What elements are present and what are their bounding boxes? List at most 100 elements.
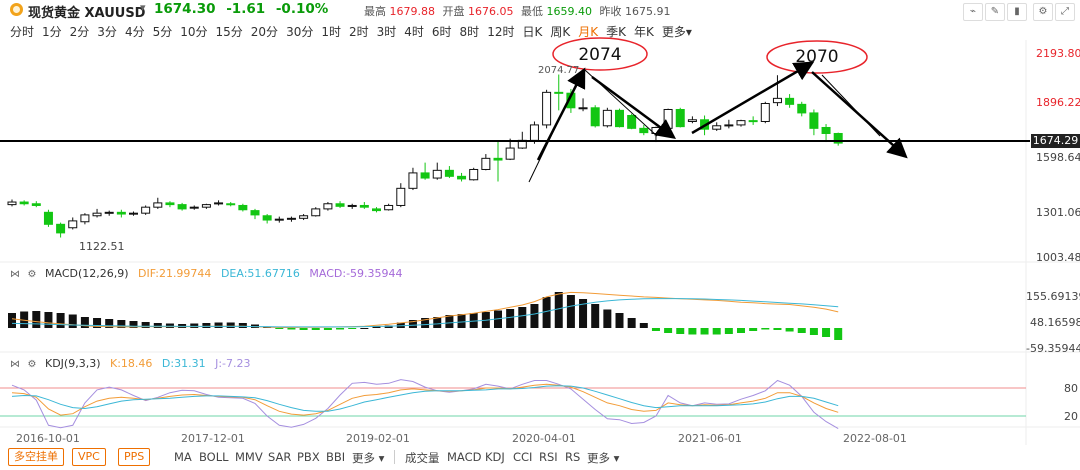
period-tab[interactable]: 8时 <box>459 25 480 39</box>
period-tab[interactable]: 月K <box>578 25 599 39</box>
trend-line <box>528 75 581 183</box>
candle-body <box>323 203 333 210</box>
low-label: 最低 <box>521 5 543 18</box>
indicator-rs[interactable]: RS <box>565 450 581 464</box>
symbol-name[interactable]: 现货黄金 XAUUSD <box>28 6 146 21</box>
period-tab[interactable]: 6时 <box>431 25 452 39</box>
candle-body <box>201 204 211 208</box>
fullscreen-icon[interactable]: ⤢ <box>1055 3 1075 21</box>
macd-bar <box>761 328 770 330</box>
candle-body <box>785 97 795 105</box>
period-tab[interactable]: 3分 <box>97 25 117 39</box>
price-line: 1674.30 -1.61 -0.10% <box>154 1 328 17</box>
candle-body <box>311 208 321 217</box>
indicator-sar[interactable]: SAR <box>268 450 292 464</box>
macd-bar <box>336 328 345 330</box>
settings-icon[interactable]: ⚙ <box>27 269 37 280</box>
candle-body <box>31 203 41 206</box>
period-tab[interactable]: 年K <box>633 25 654 39</box>
macd-bar <box>323 328 332 330</box>
candle-body <box>238 204 248 211</box>
settings-icon[interactable]: ⚙ <box>27 359 37 370</box>
candle-body <box>578 107 588 110</box>
candle-body <box>384 204 394 211</box>
macd-bar <box>384 325 393 328</box>
macd-bar <box>275 328 284 329</box>
collapse-icon[interactable]: ⋈ <box>10 269 20 280</box>
period-tab[interactable]: 2分 <box>69 25 90 39</box>
indicator-mmv[interactable]: MMV <box>235 450 263 464</box>
long-short-orders-button[interactable]: 多空挂单 <box>8 448 64 466</box>
period-tab[interactable]: 4分 <box>124 25 145 39</box>
collapse-icon[interactable]: ⋈ <box>10 359 20 370</box>
macd-bar <box>105 319 114 328</box>
candle-body <box>602 109 612 127</box>
candle-body <box>444 169 454 177</box>
macd-label: MACD(12,26,9) <box>45 267 129 280</box>
indicator-boll[interactable]: BOLL <box>199 450 229 464</box>
candle-body <box>7 201 17 206</box>
pps-button[interactable]: PPS <box>118 448 151 466</box>
indicator-volume[interactable]: 成交量 <box>405 451 440 465</box>
candle-body <box>554 91 564 94</box>
trend-arrow <box>591 75 677 139</box>
period-tab[interactable]: 2时 <box>348 25 369 39</box>
prev-close-label: 昨收 <box>599 5 622 18</box>
chart-type-icon[interactable]: ⌁ <box>963 3 983 21</box>
indicator-kdj[interactable]: KDJ <box>485 450 505 464</box>
indicator-macd[interactable]: MACD <box>447 450 482 464</box>
indicator-ma[interactable]: MA <box>174 450 192 464</box>
macd-bar <box>44 312 53 328</box>
candle-body <box>56 223 66 234</box>
candle-body <box>821 126 831 134</box>
macd-bar <box>226 322 235 328</box>
period-tab[interactable]: 1时 <box>321 25 341 39</box>
candle-style-icon[interactable]: ▮ <box>1007 3 1027 21</box>
period-tab[interactable]: 5分 <box>152 25 173 39</box>
period-tab[interactable]: 季K <box>606 25 626 39</box>
indicator-pbx[interactable]: PBX <box>297 450 320 464</box>
macd-bar <box>348 328 357 329</box>
macd-bar <box>518 307 527 328</box>
indicator-rsi[interactable]: RSI <box>539 450 558 464</box>
period-tab[interactable]: 10分 <box>180 25 208 39</box>
period-tab[interactable]: 更多▾ <box>661 25 692 39</box>
period-tab[interactable]: 4时 <box>404 25 424 39</box>
candle-body <box>457 175 467 180</box>
candle-body <box>262 215 272 221</box>
period-tab[interactable]: 分时 <box>10 25 35 39</box>
macd-bar <box>457 314 466 328</box>
gold-logo-icon <box>10 3 23 16</box>
symbol-dropdown-icon[interactable]: ▾ <box>140 1 146 14</box>
period-tab[interactable]: 15分 <box>215 25 243 39</box>
macd-bar <box>93 318 102 328</box>
period-tab[interactable]: 1分 <box>42 25 62 39</box>
indicator-cci[interactable]: CCI <box>513 450 533 464</box>
price-axis-tick: 1896.22 <box>1036 96 1080 109</box>
period-tab[interactable]: 3时 <box>376 25 397 39</box>
macd-bar <box>299 328 308 330</box>
period-tab[interactable]: 20分 <box>250 25 279 39</box>
macd-bar <box>153 323 162 328</box>
vpc-button[interactable]: VPC <box>72 448 106 466</box>
period-tab[interactable]: 日K <box>522 25 543 39</box>
candlestick-chart[interactable]: 2074 2070 2074.77 1122.51 <box>0 0 1080 446</box>
main-indicator-more[interactable]: 更多 ▾ <box>352 451 385 465</box>
period-tab[interactable]: 周K <box>550 25 571 39</box>
peak1-label: 2074 <box>578 45 621 65</box>
macd-bar <box>579 299 588 328</box>
period-tab[interactable]: 12时 <box>487 25 515 39</box>
period-tab[interactable]: 30分 <box>286 25 314 39</box>
candle-body <box>809 112 819 129</box>
macd-bar <box>785 328 794 332</box>
sub-indicator-more[interactable]: 更多 ▾ <box>587 451 620 465</box>
kdj-axis-tick: 20 <box>1064 410 1078 423</box>
draw-tool-icon[interactable]: ✎ <box>985 3 1005 21</box>
current-price: 1674.30 <box>154 1 216 17</box>
settings-icon[interactable]: ⚙ <box>1033 3 1053 21</box>
trend-line <box>584 69 658 137</box>
indicator-bbi[interactable]: BBI <box>326 450 346 464</box>
macd-header: ⋈ ⚙ MACD(12,26,9) DIF:21.99744 DEA:51.67… <box>10 267 403 280</box>
indicator-bar: 多空挂单 VPC PPS MA BOLL MMV SAR PBX BBI 更多 … <box>0 446 1080 470</box>
peak1-ellipse <box>552 37 648 71</box>
